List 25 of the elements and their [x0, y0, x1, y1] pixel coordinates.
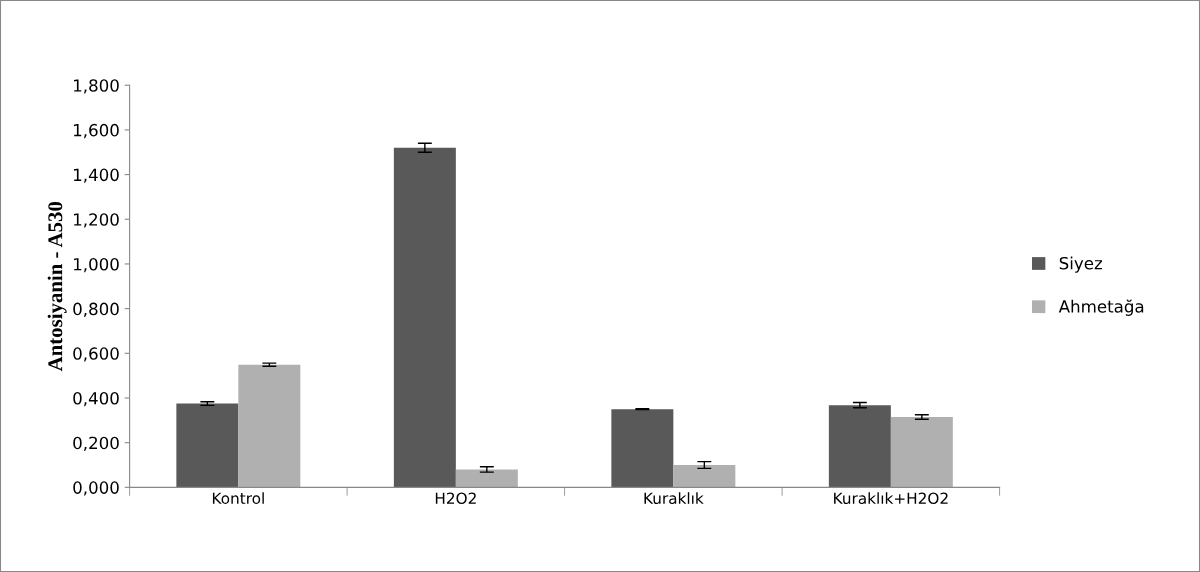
y-tick-label: 0,000: [73, 481, 119, 496]
x-tick-label: Kuraklık+H2O2: [834, 492, 948, 505]
bar: [393, 147, 456, 488]
bar: [673, 465, 736, 488]
y-tick-label: 0,800: [73, 302, 119, 317]
x-tick-label: Kontrol: [212, 492, 264, 505]
legend-label: Siyez: [1059, 256, 1103, 273]
x-tick-label: Kuraklık: [644, 492, 704, 505]
y-tick-label: 0,200: [73, 436, 119, 451]
bar: [238, 364, 301, 488]
bar: [176, 403, 239, 488]
y-tick-label: 1,400: [73, 168, 119, 183]
bar: [611, 409, 674, 488]
y-tick-label: 1,600: [73, 123, 119, 139]
y-tick-label: 1,000: [73, 257, 119, 273]
legend-label: Ahmetağa: [1058, 299, 1144, 316]
bar: [828, 405, 891, 488]
y-tick-label: 1,200: [73, 213, 119, 228]
y-tick-label: 0,400: [73, 391, 119, 407]
bar: [890, 416, 953, 488]
y-tick-label: 0,600: [73, 347, 119, 362]
bar: [455, 469, 518, 488]
y-axis-title: Antosiyanin - A530: [47, 201, 67, 372]
y-tick-label: 1,800: [73, 79, 119, 94]
x-tick-label: H2O2: [435, 492, 476, 505]
